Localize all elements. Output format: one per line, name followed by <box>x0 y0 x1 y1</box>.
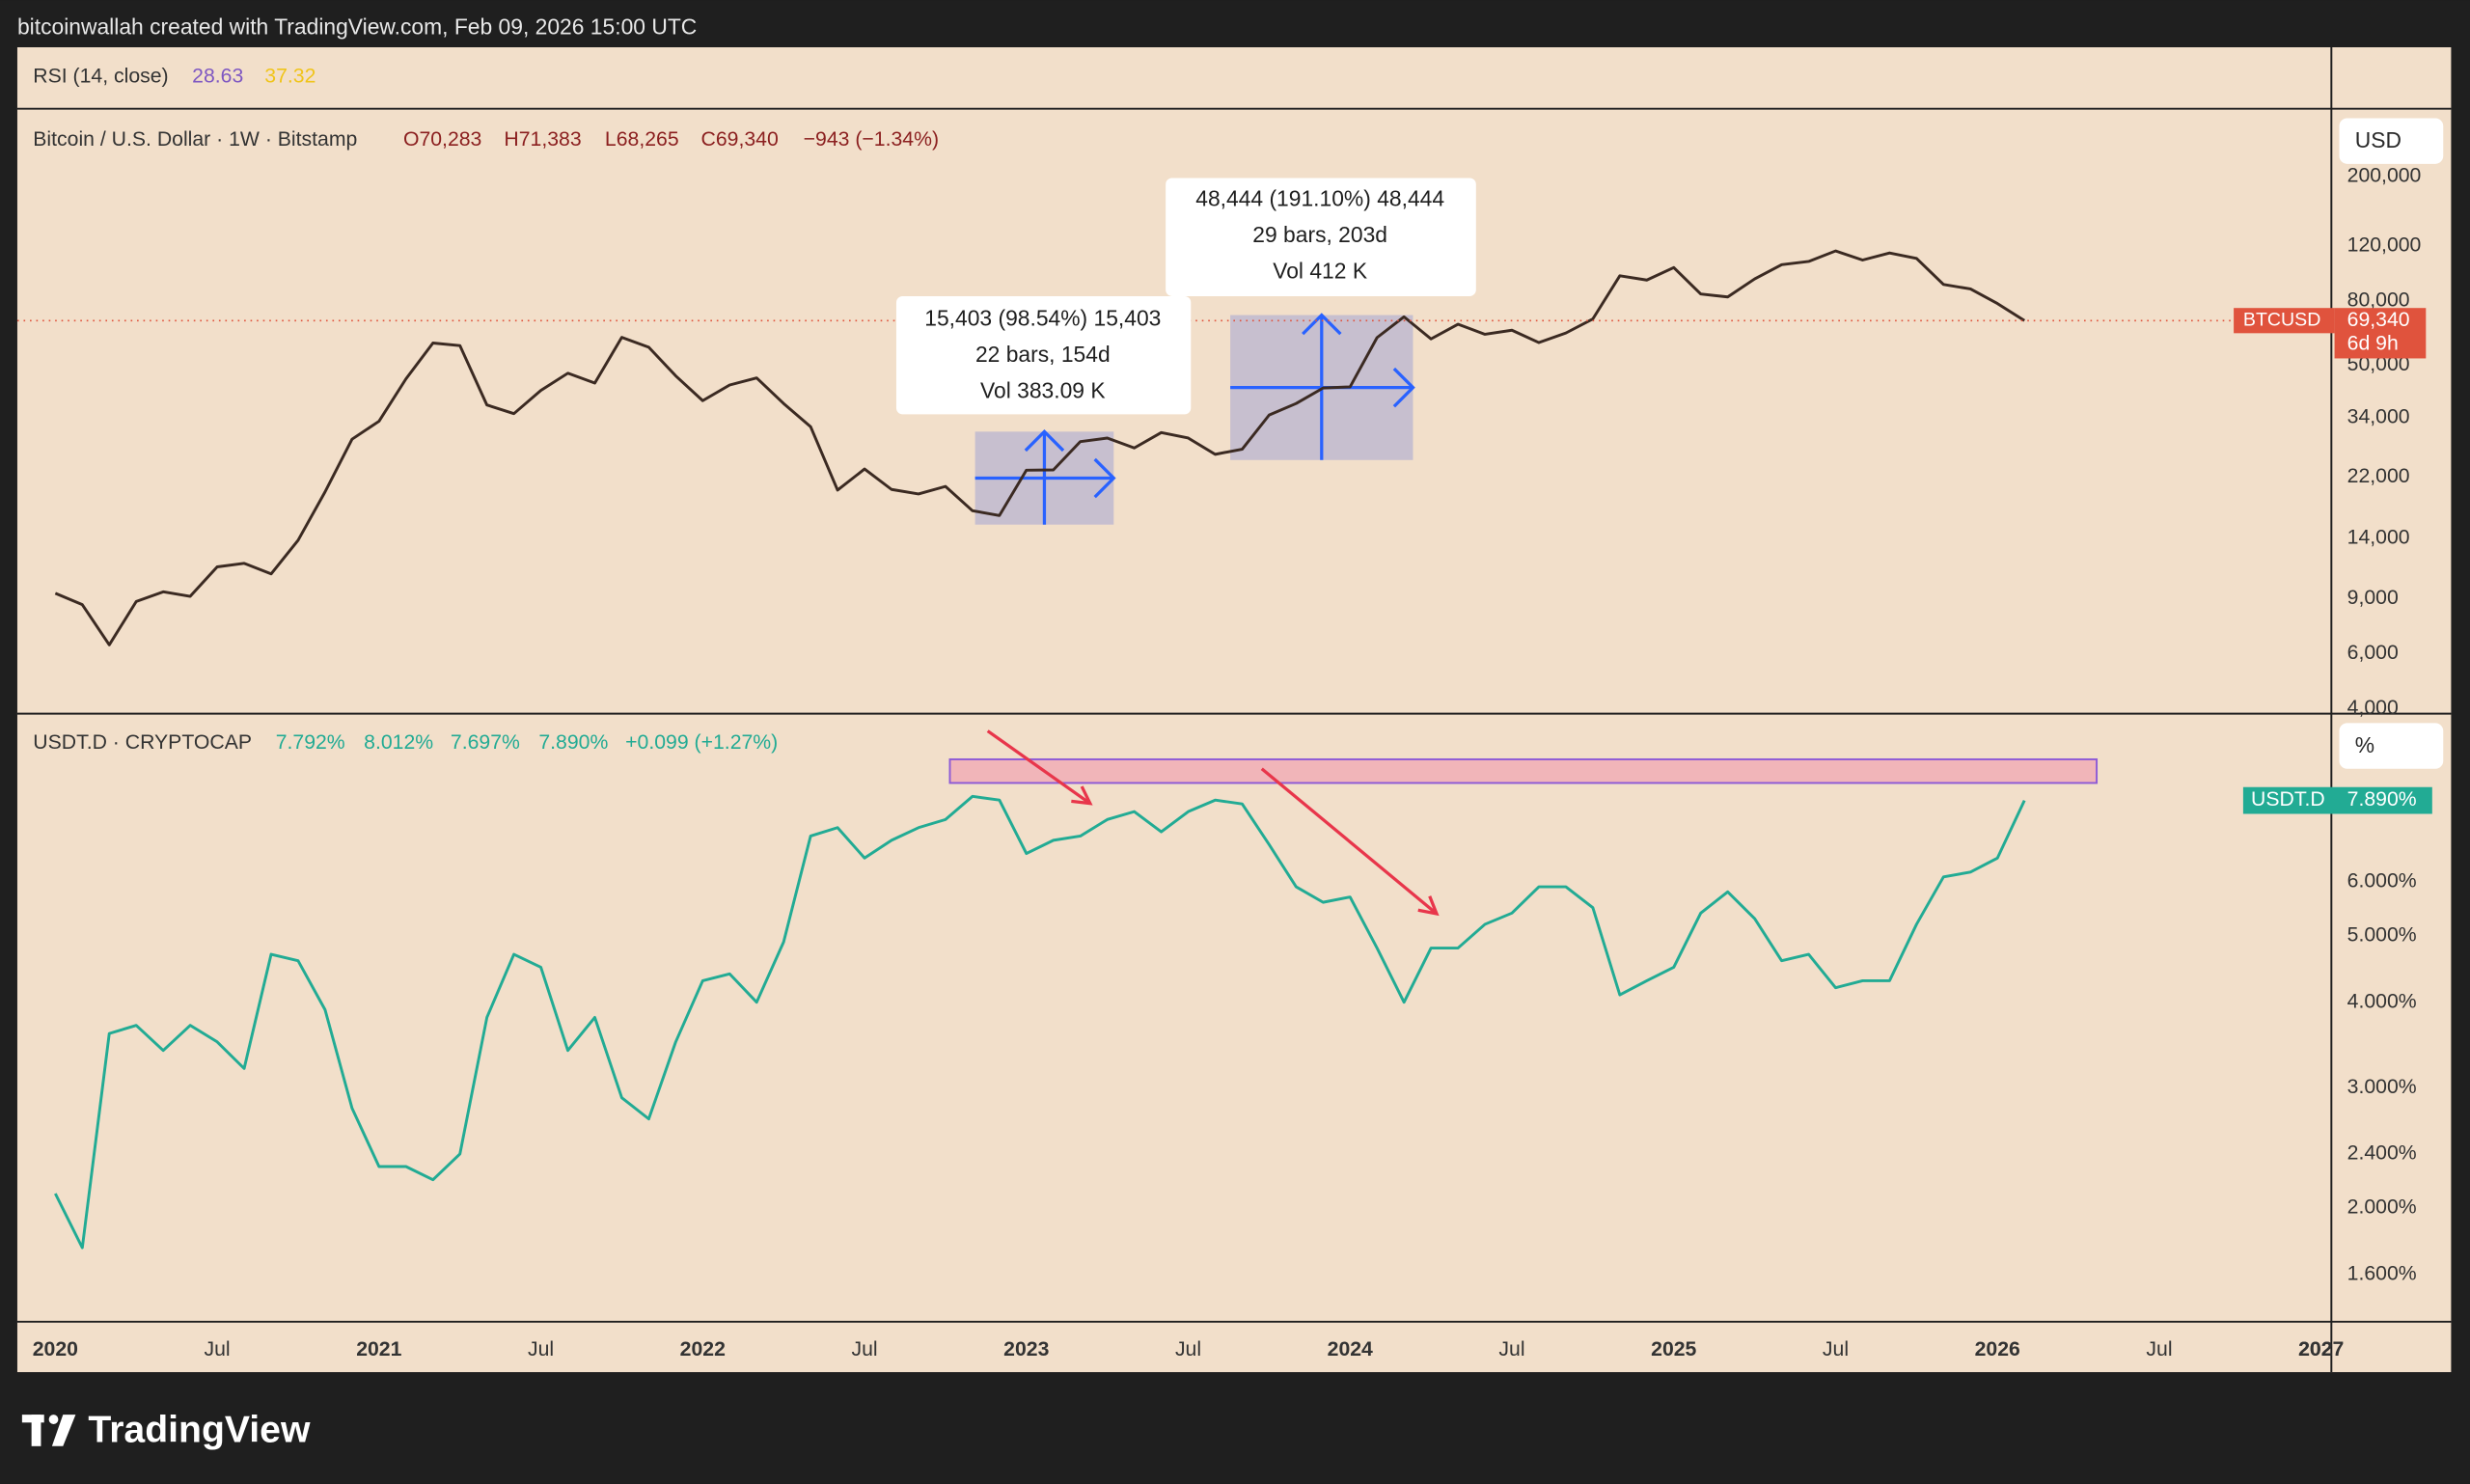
rsi-value: 28.63 <box>192 66 243 88</box>
measure-tooltip <box>1166 178 1476 296</box>
x-tick-label: 2021 <box>356 1338 401 1360</box>
credit: bitcoinwallah created with TradingView.c… <box>17 14 697 39</box>
price-line <box>54 794 2026 1250</box>
y-tick-label: 2.000% <box>2347 1196 2417 1219</box>
arrow-head <box>1024 429 1065 453</box>
price-label: 69,340 <box>2347 309 2410 331</box>
y-tick-label: 3.000% <box>2347 1076 2417 1098</box>
x-tick-label: Jul <box>205 1338 231 1360</box>
trend-arrow <box>1260 767 1439 916</box>
y-tick-label: 14,000 <box>2347 527 2410 549</box>
y-tick-label: 2.400% <box>2347 1142 2417 1165</box>
arrow-head <box>1392 367 1415 408</box>
y-tick-label: 22,000 <box>2347 465 2410 487</box>
x-tick-label: 2020 <box>33 1338 78 1360</box>
logo-shape <box>48 1415 59 1424</box>
legend-ohlc: C69,340 <box>701 128 779 151</box>
y-tick-label: 1.600% <box>2347 1262 2417 1284</box>
legend-title: Bitcoin / U.S. Dollar · 1W · Bitstamp <box>33 128 357 151</box>
x-tick-label: 2026 <box>1975 1338 2020 1360</box>
trend-arrow <box>986 729 1091 806</box>
legend-ohlc: O70,283 <box>403 128 481 151</box>
y-tick-label: 6.000% <box>2347 870 2417 893</box>
x-tick-label: 2024 <box>1328 1338 1373 1360</box>
symbol-badge <box>2242 786 2432 814</box>
brand-logo <box>21 1415 76 1446</box>
x-tick-label: Jul <box>1175 1338 1201 1360</box>
y-tick-label: 120,000 <box>2347 234 2422 257</box>
x-tick-label: Jul <box>2146 1338 2172 1360</box>
x-tick-label: 2025 <box>1651 1338 1696 1360</box>
legend-ohlc: 8.012% <box>364 731 433 754</box>
tooltip-line: 15,403 (98.54%) 15,403 <box>924 305 1161 330</box>
arrow-head <box>1093 457 1116 499</box>
y-tick-label: 200,000 <box>2347 164 2422 186</box>
legend-ohlc: 7.792% <box>276 731 345 754</box>
y-tick-label: 80,000 <box>2347 289 2410 312</box>
legend-ohlc: H71,383 <box>504 128 581 151</box>
scale-button[interactable] <box>2339 723 2444 769</box>
symbol-label: USDT.D <box>2251 788 2325 811</box>
measure-tooltip <box>895 295 1192 415</box>
rsi-value: 37.32 <box>264 66 316 88</box>
x-tick-label: Jul <box>1823 1338 1849 1360</box>
logo-shape <box>31 1415 41 1446</box>
brand-name: TradingView <box>88 1409 311 1450</box>
symbol-badge <box>2234 308 2335 334</box>
x-tick-label: 2023 <box>1003 1338 1049 1360</box>
tooltip-line: 22 bars, 154d <box>975 342 1111 367</box>
symbol-label: BTCUSD <box>2243 309 2321 330</box>
x-tick-label: 2027 <box>2298 1338 2344 1360</box>
tooltip-line: Vol 412 K <box>1273 259 1367 284</box>
tooltip-line: 48,444 (191.10%) 48,444 <box>1195 185 1444 210</box>
y-tick-label: 4.000% <box>2347 990 2417 1012</box>
x-tick-label: Jul <box>528 1338 554 1360</box>
legend-ohlc: 7.890% <box>538 731 608 754</box>
legend-ohlc: L68,265 <box>605 128 679 151</box>
y-tick-label: 4,000 <box>2347 697 2399 719</box>
arrow-head <box>1071 785 1093 806</box>
legend-title: USDT.D · CRYPTOCAP <box>33 731 252 754</box>
x-tick-label: 2027 <box>2298 1338 2344 1360</box>
logo-shape <box>51 1415 76 1446</box>
tooltip-line: 29 bars, 203d <box>1252 222 1387 247</box>
y-tick-label: 6,000 <box>2347 642 2399 664</box>
countdown-label: 6d 9h <box>2347 332 2399 354</box>
scale-button[interactable] <box>2339 118 2444 164</box>
scale-button-label[interactable]: USD <box>2355 127 2401 152</box>
x-tick-label: Jul <box>851 1338 877 1360</box>
legend-change: +0.099 (+1.27%) <box>625 731 778 754</box>
price-line <box>54 249 2025 646</box>
x-tick-label: Jul <box>1498 1338 1524 1360</box>
scale-button-label[interactable]: % <box>2355 732 2374 757</box>
tooltip-line: Vol 383.09 K <box>980 378 1106 403</box>
legend-ohlc: 7.697% <box>451 731 520 754</box>
y-tick-label: 50,000 <box>2347 353 2410 375</box>
price-badge <box>2334 308 2427 359</box>
arrow-head <box>1302 313 1342 336</box>
rsi-label: RSI (14, close) <box>33 66 168 88</box>
y-tick-label: 9,000 <box>2347 587 2399 609</box>
legend-change: −943 (−1.34%) <box>804 128 939 151</box>
y-tick-label: 5.000% <box>2347 924 2417 947</box>
resistance-zone <box>948 757 2099 784</box>
y-tick-label: 34,000 <box>2347 405 2410 427</box>
price-label: 7.890% <box>2347 788 2417 811</box>
arrow-head <box>1417 895 1440 917</box>
x-tick-label: 2022 <box>680 1338 726 1360</box>
